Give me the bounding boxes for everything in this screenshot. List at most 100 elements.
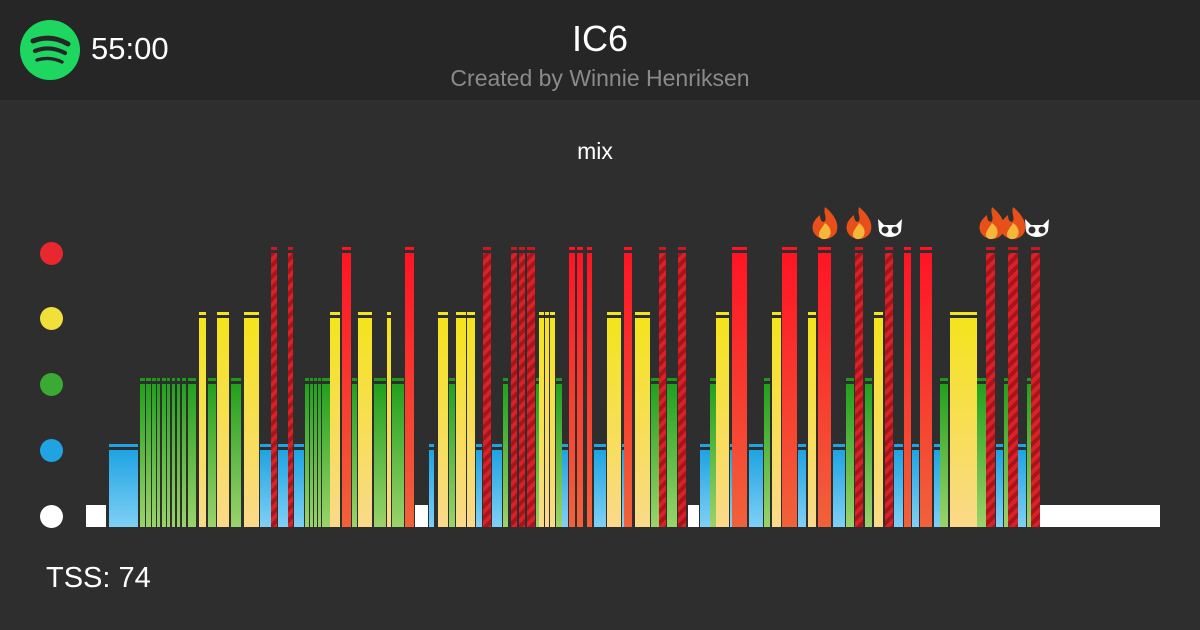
interval-bar-cap: [545, 312, 549, 315]
interval-bar-cap: [587, 247, 592, 250]
interval-bar-cap: [429, 444, 434, 447]
fire-icon: [1000, 207, 1026, 240]
interval-bar-cap: [1018, 444, 1026, 447]
interval-bar-green: [846, 384, 854, 527]
interval-bar-red-burst: [511, 253, 517, 527]
interval-bar-cap: [476, 444, 482, 447]
interval-bar-cap: [772, 312, 781, 315]
interval-bar-yellow: [244, 318, 259, 527]
interval-bar-blue: [294, 450, 304, 527]
interval-bar-cap: [519, 247, 525, 250]
interval-bar-blue: [934, 450, 940, 527]
interval-bar-cap: [294, 444, 304, 447]
interval-bar-cap: [318, 378, 321, 381]
interval-bar-green: [305, 384, 309, 527]
interval-bar-cap: [550, 312, 555, 315]
interval-bar-green: [1004, 384, 1008, 527]
interval-bar-green: [231, 384, 241, 527]
interval-bar-green: [865, 384, 872, 527]
interval-bar-cap: [288, 247, 293, 250]
interval-bar-green: [322, 384, 330, 527]
workout-author: Created by Winnie Henriksen: [450, 65, 750, 91]
interval-bar-cap: [920, 247, 932, 250]
interval-bar-cap: [904, 247, 911, 250]
interval-bar-cap: [188, 378, 196, 381]
interval-bar-cap: [109, 444, 138, 447]
interval-bar-cap: [467, 312, 475, 315]
interval-bar-green: [146, 384, 151, 527]
interval-bar-cap: [798, 444, 806, 447]
interval-bar-cap: [140, 378, 145, 381]
interval-bar-green: [177, 384, 180, 527]
interval-bar-cap: [167, 378, 170, 381]
interval-bar-green: [449, 384, 455, 527]
interval-bar-cap: [934, 444, 940, 447]
interval-bar-cap: [700, 444, 710, 447]
interval-bar-blue: [109, 450, 138, 527]
interval-bar-cap: [996, 444, 1003, 447]
interval-bar-cap: [527, 247, 535, 250]
interval-bar-cap: [352, 378, 357, 381]
interval-bar-yellow: [959, 318, 977, 527]
interval-bar-cap: [503, 378, 508, 381]
interval-bar-cap: [651, 378, 659, 381]
interval-bar-cap: [177, 378, 180, 381]
interval-bar-blue: [429, 450, 434, 527]
interval-bar-cap: [387, 312, 391, 315]
interval-bar-cap: [278, 444, 288, 447]
interval-bar-green: [503, 384, 508, 527]
interval-bar-cap: [782, 247, 797, 250]
interval-bar-green: [140, 384, 145, 527]
interval-bar-green: [157, 384, 160, 527]
interval-bar-red: [624, 253, 632, 527]
interval-bar-cap: [405, 247, 414, 250]
interval-bar-yellow: [635, 318, 650, 527]
interval-bar-cap: [885, 247, 893, 250]
interval-bar-cap: [539, 312, 544, 315]
interval-bar-red: [732, 253, 747, 527]
interval-bar-yellow: [607, 318, 621, 527]
interval-bar-blue: [833, 450, 845, 527]
interval-bar-white: [86, 505, 106, 527]
interval-bar-red-burst: [519, 253, 525, 527]
interval-bar-cap: [818, 247, 831, 250]
interval-bar-green: [152, 384, 156, 527]
interval-bar-cap: [678, 247, 686, 250]
interval-bar-blue: [749, 450, 763, 527]
interval-bar-cap: [577, 247, 583, 250]
interval-bar-cap: [912, 444, 919, 447]
interval-bar-blue: [996, 450, 1003, 527]
workout-title: IC6: [571, 18, 629, 59]
spotify-icon[interactable]: [20, 20, 80, 80]
fire-icon: [979, 207, 1005, 240]
interval-bar-cap: [894, 444, 903, 447]
interval-bar-yellow: [808, 318, 816, 527]
interval-bar-yellow: [387, 318, 391, 527]
interval-bar-green: [208, 384, 216, 527]
interval-bar-cap: [667, 378, 677, 381]
interval-bar-yellow: [772, 318, 781, 527]
interval-bar-cap: [607, 312, 621, 315]
interval-bar-red: [405, 253, 414, 527]
zone-dot-white: [40, 505, 63, 528]
interval-bar-cap: [940, 378, 948, 381]
interval-bar-cap: [716, 312, 729, 315]
interval-bar-cap: [977, 378, 986, 381]
interval-bar-green: [310, 384, 313, 527]
interval-bar-cap: [208, 378, 216, 381]
interval-bar-red-burst: [288, 253, 293, 527]
fire-icon: [846, 207, 872, 240]
interval-bar-blue: [1018, 450, 1026, 527]
interval-bar-white: [1040, 505, 1160, 527]
workout-type-label: mix: [577, 138, 613, 164]
interval-bar-cap: [146, 378, 151, 381]
interval-bar-yellow: [545, 318, 549, 527]
interval-bar-green: [188, 384, 196, 527]
interval-bar-green: [940, 384, 948, 527]
interval-bar-green: [182, 384, 186, 527]
interval-bar-cap: [874, 312, 883, 315]
interval-bars: [86, 247, 1160, 527]
interval-bar-yellow: [550, 318, 555, 527]
interval-bar-cap: [556, 378, 562, 381]
interval-bar-cap: [1008, 247, 1018, 250]
